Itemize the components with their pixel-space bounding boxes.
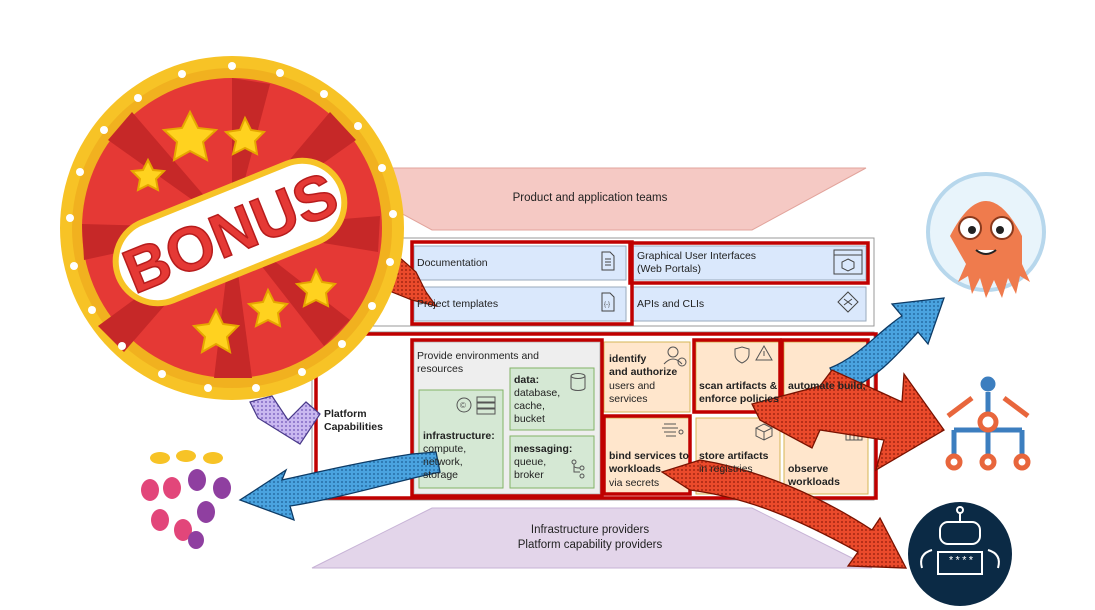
messaging-item-0: queue, [514, 456, 547, 468]
argo-octopus-icon [926, 172, 1046, 298]
bonus-badge-icon: BONUS [60, 56, 404, 400]
infra-title: infrastructure: [423, 430, 495, 442]
package-icon [755, 423, 773, 441]
providers-line2: Platform capability providers [517, 539, 663, 551]
identify-line4: services [609, 393, 648, 405]
providers-trapezoid [311, 507, 873, 569]
scan-line1: scan artifacts & [699, 380, 778, 392]
platform-label-line2: Capabilities [324, 421, 383, 433]
bind-line1: bind services to [609, 450, 689, 462]
identify-line2: and authorize [609, 366, 678, 378]
platform-label-line1: Platform [324, 408, 367, 420]
shield-icon [734, 346, 750, 364]
identify-line3: users and [609, 380, 656, 392]
kubeflow-icon [945, 376, 1031, 471]
bind-line2: workloads [609, 463, 661, 475]
warning-icon [755, 344, 773, 361]
automate-line1: automate build, [788, 380, 866, 392]
teams-label: Product and application teams [512, 192, 668, 204]
identify-line1: identify [609, 353, 647, 365]
database-icon [570, 373, 586, 391]
store-line1: store artifacts [699, 450, 769, 462]
filter-icon [662, 423, 684, 437]
svg-text:©: © [460, 401, 466, 410]
to-vault-arrow [660, 459, 908, 569]
bind-line3: via secrets [609, 477, 660, 489]
project-templates-label: Project templates [417, 298, 499, 310]
infra-icons: © [456, 396, 496, 415]
data-title: data: [514, 374, 540, 386]
identify-cell [603, 341, 691, 413]
document-icon [601, 251, 615, 271]
apis-label: APIs and CLIs [637, 298, 705, 310]
gui-cell [631, 245, 867, 281]
crossplane-icon [141, 450, 231, 549]
infra-item-2: storage [423, 469, 459, 481]
gui-label: Graphical User Interfaces [637, 250, 757, 262]
infra-item-0: compute, [423, 443, 467, 455]
messaging-title: messaging: [514, 443, 573, 455]
to-argo-arrow [829, 297, 945, 393]
data-item-2: bucket [514, 413, 545, 425]
observe-line1: observe [788, 463, 829, 475]
data-item-1: cache, [514, 400, 545, 412]
to-crossplane-arrow [238, 451, 441, 522]
template-icon: {-} [601, 292, 615, 312]
messaging-icon [571, 459, 585, 479]
documentation-label: Documentation [417, 257, 488, 269]
observe-line2: workloads [788, 476, 840, 488]
providers-line1: Infrastructure providers [530, 524, 650, 536]
infra-item-1: network, [423, 456, 463, 468]
store-line2: in registries [699, 463, 753, 475]
secrets-robot-icon [908, 502, 1012, 606]
documentation-cell [413, 245, 627, 281]
vault-password-label: **** [947, 556, 975, 568]
provide-label-line1: Provide environments and [417, 350, 539, 362]
gui-sub-label: (Web Portals) [637, 263, 701, 275]
messaging-item-1: broker [514, 469, 544, 481]
templates-cell [413, 286, 627, 322]
svg-text:{-}: {-} [604, 302, 610, 308]
provide-label-line2: resources [417, 363, 464, 375]
user-check-icon [663, 346, 687, 367]
scan-line2: enforce policies [699, 393, 779, 405]
to-kubeflow-arrow [751, 369, 945, 472]
data-item-0: database, [514, 387, 561, 399]
api-cli-icon [837, 291, 859, 313]
messaging-cell [509, 435, 595, 489]
badge-to-platform-arrow [249, 395, 321, 445]
web-portal-icon [833, 249, 863, 275]
